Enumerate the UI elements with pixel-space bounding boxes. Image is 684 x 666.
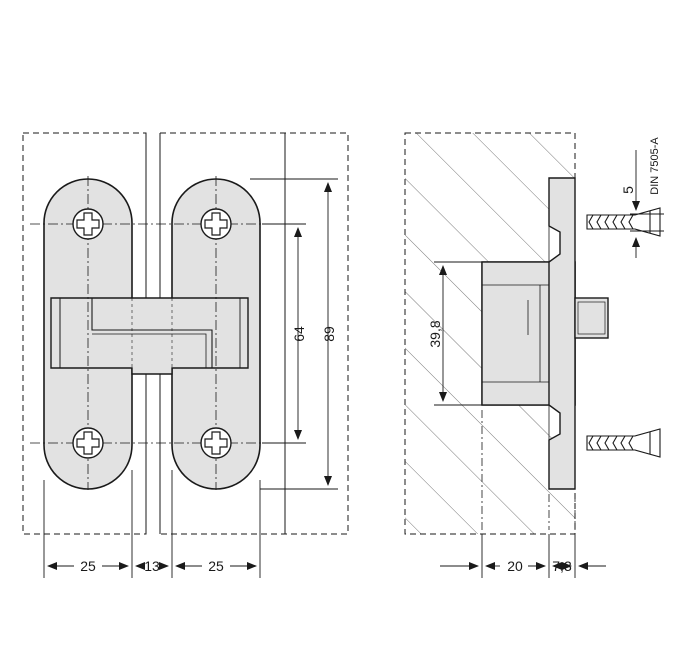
dimension-lines-vertical [250, 178, 338, 490]
screw-standard-label: DIN 7505-A [649, 137, 661, 195]
screw-side-top-icon [586, 207, 661, 237]
screw-bottom-left-icon [72, 427, 104, 459]
dimension-label-leaf-left: 25 [80, 558, 96, 574]
recess-guides [481, 410, 576, 530]
dimension-label-recess-depth: 20 [507, 558, 523, 574]
dimension-label-flange-offset: 7,3 [552, 558, 572, 574]
dimension-label-screw-spacing: 64 [291, 326, 307, 342]
dimension-label-body-height: 39,8 [427, 320, 443, 347]
dimension-label-gap: 13 [144, 558, 160, 574]
hinge-link-body [50, 297, 249, 375]
dimension-label-screw-diameter: 5 [620, 186, 636, 194]
front-view [22, 132, 349, 578]
screw-top-left-icon [72, 208, 104, 240]
screw-side-bottom-icon [586, 428, 661, 458]
dimension-label-overall-height: 89 [321, 326, 337, 342]
depth-dimension-lines [440, 534, 606, 578]
screw-top-right-icon [200, 208, 232, 240]
screw-diameter-dimension [630, 150, 664, 258]
hinge-flange-plate [548, 177, 576, 490]
dimension-lines-horizontal [43, 470, 261, 578]
hinge-pin-block [574, 297, 609, 339]
side-view [404, 132, 664, 578]
body-height-dimension [434, 261, 482, 406]
screw-bottom-right-icon [200, 427, 232, 459]
dimension-label-leaf-right: 25 [208, 558, 224, 574]
